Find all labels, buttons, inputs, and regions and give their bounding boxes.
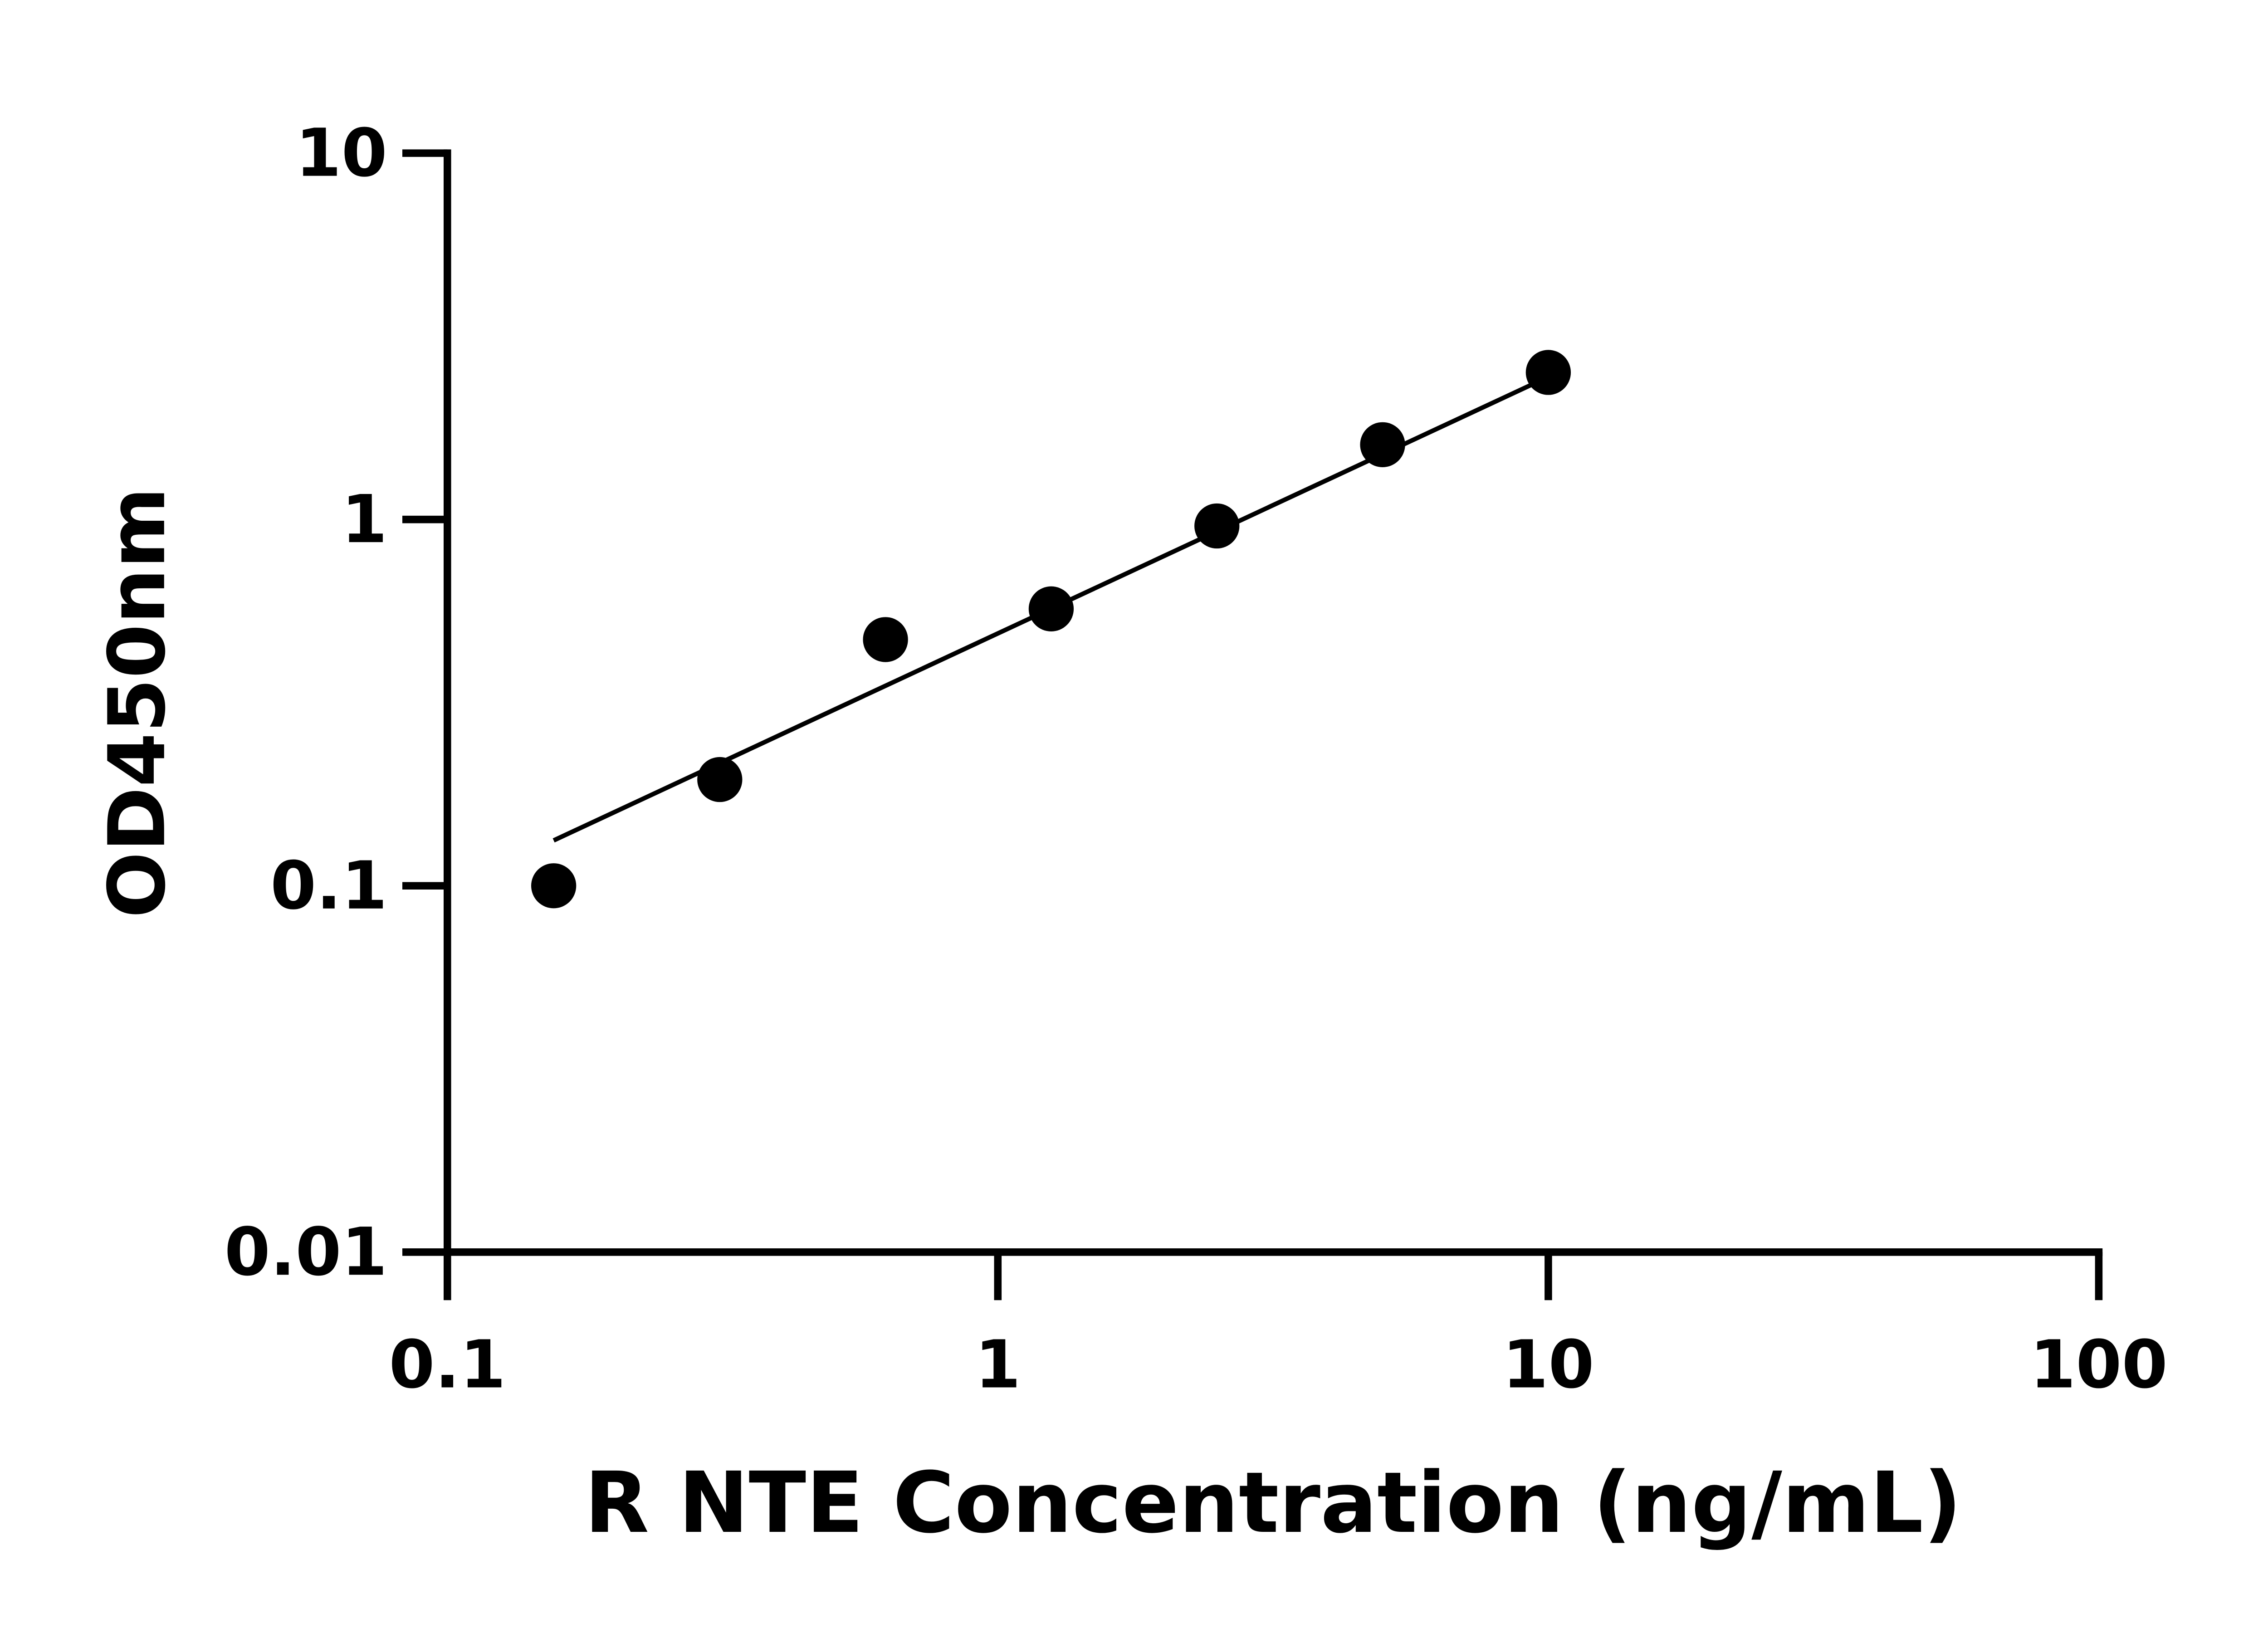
data-point [1194, 503, 1240, 549]
data-point [697, 757, 743, 802]
data-point [1360, 422, 1405, 467]
data-point [863, 617, 908, 662]
x-axis-label: R NTE Concentration (ng/mL) [584, 1454, 1961, 1552]
x-tick-label: 100 [2030, 1326, 2168, 1403]
y-axis-label: OD450nm [92, 487, 183, 918]
data-point [531, 863, 577, 909]
x-tick-label: 10 [1502, 1326, 1594, 1403]
data-point [1028, 586, 1074, 631]
y-tick-label: 10 [295, 115, 387, 192]
y-tick-label: 1 [342, 481, 387, 558]
data-point [1525, 350, 1571, 395]
x-tick-label: 0.1 [389, 1326, 506, 1403]
y-tick-label: 0.01 [225, 1214, 387, 1291]
x-tick-label: 1 [975, 1326, 1021, 1403]
y-tick-label: 0.1 [270, 848, 387, 924]
